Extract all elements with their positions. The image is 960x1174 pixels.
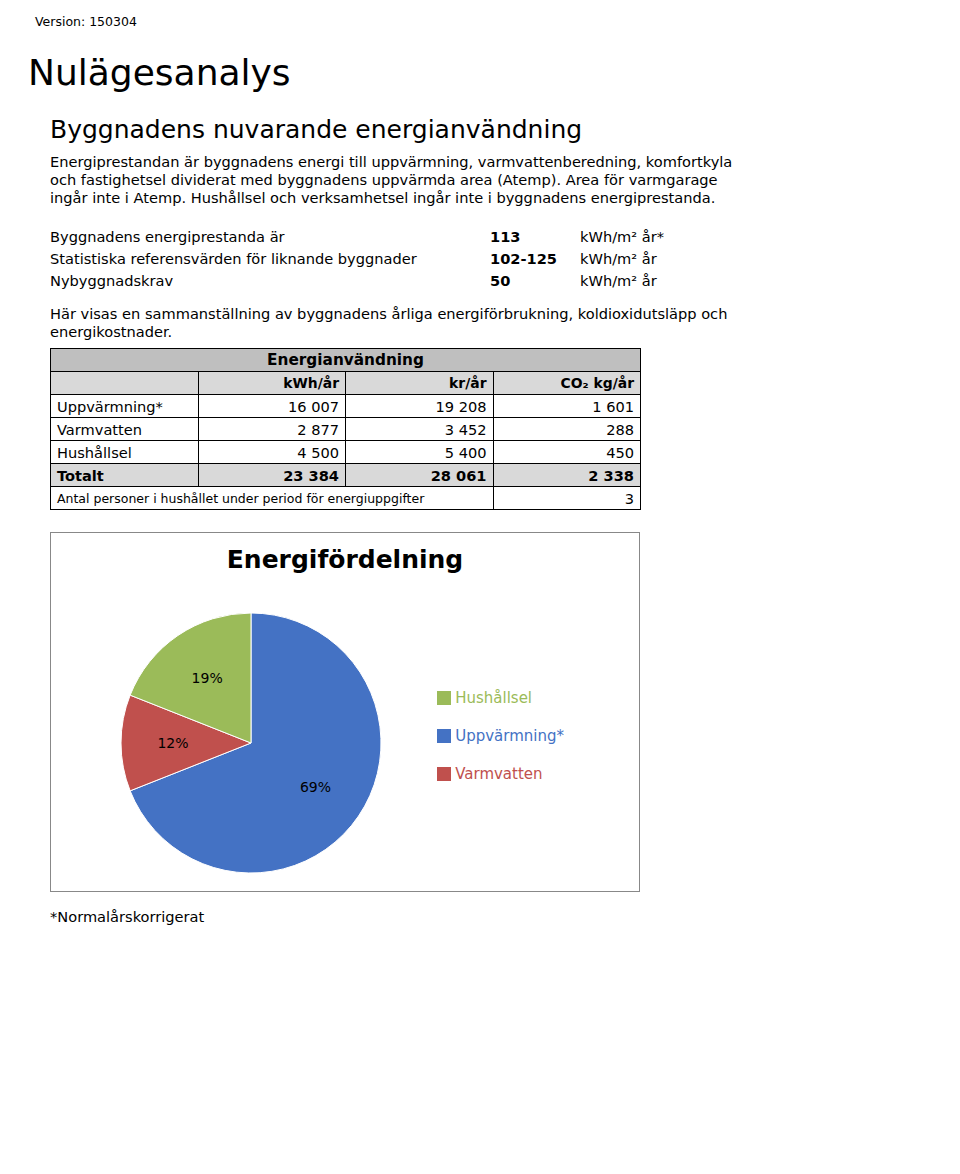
html-text:450: 450: [606, 443, 634, 461]
svg-text:19%: 19%: [192, 670, 223, 686]
html-text:23 384: 23 384: [283, 466, 339, 484]
html-text:Byggnadens nuvarande energianv: Byggnadens nuvarande energianvändning: [50, 115, 583, 144]
html-text:Varmvatten: Varmvatten: [57, 420, 142, 438]
html-text:1 601: 1 601: [592, 397, 634, 415]
html-text:4 500: 4 500: [297, 443, 339, 461]
html-text:19 208: 19 208: [435, 397, 487, 415]
html-text:Antal personer i hushållet und: Antal personer i hushållet under period …: [57, 490, 425, 506]
html-text:kWh/m² år*: kWh/m² år*: [580, 228, 664, 245]
html-text:ingår inte i Atemp. Hushållsel: ingår inte i Atemp. Hushållsel och verks…: [50, 189, 716, 206]
html-text:Uppvärmning*: Uppvärmning*: [57, 397, 163, 415]
html-text:Version: 150304: Version: 150304: [35, 14, 137, 29]
html-text:kWh/år: kWh/år: [283, 375, 339, 391]
html-text:288: 288: [606, 420, 634, 438]
svg-text:69%: 69%: [300, 779, 331, 795]
html-text:energikostnader.: energikostnader.: [50, 323, 173, 340]
html-text:5 400: 5 400: [444, 443, 487, 461]
html-text:28 061: 28 061: [430, 466, 487, 484]
html-text:Energiprestandan är byggnadens: Energiprestandan är byggnadens energi ti…: [50, 153, 733, 170]
html-text:113: 113: [490, 228, 521, 245]
html-text:*Normalårskorrigerat: *Normalårskorrigerat: [50, 908, 205, 925]
html-text:kWh/m² år: kWh/m² år: [580, 250, 657, 267]
html-text:2 338: 2 338: [588, 466, 634, 484]
html-text:102-125: 102-125: [490, 250, 557, 267]
html-text:Energianvändning: Energianvändning: [267, 351, 424, 369]
html-text:Byggnadens energiprestanda är: Byggnadens energiprestanda är: [50, 228, 285, 245]
html-text:Nybyggnadskrav: Nybyggnadskrav: [50, 272, 174, 289]
html-text:16 007: 16 007: [287, 397, 339, 415]
html-text:2 877: 2 877: [297, 420, 339, 438]
html-text:CO₂ kg/år: CO₂ kg/år: [560, 375, 634, 391]
html-text:kr/år: kr/år: [449, 375, 487, 391]
html-text:Totalt: Totalt: [57, 466, 104, 484]
svg-text:12%: 12%: [157, 735, 188, 751]
html-text:Nulägesanalys: Nulägesanalys: [28, 52, 291, 93]
html-text:kWh/m² år: kWh/m² år: [580, 272, 657, 289]
html-text:3: 3: [624, 489, 634, 507]
html-text:Hushållsel: Hushållsel: [455, 688, 532, 707]
html-text:Uppvärmning*: Uppvärmning*: [455, 726, 564, 745]
html-text:3 452: 3 452: [444, 420, 487, 438]
html-text:Statistiska referensvärden för: Statistiska referensvärden för liknande …: [50, 250, 417, 267]
html-text:Här visas en sammanställning a: Här visas en sammanställning av byggnade…: [50, 305, 728, 322]
html-text:50: 50: [490, 272, 511, 289]
html-text:Varmvatten: Varmvatten: [455, 764, 543, 783]
html-text:Hushållsel: Hushållsel: [57, 443, 132, 461]
html-text:och fastighetsel dividerat med: och fastighetsel dividerat med byggnaden…: [50, 171, 718, 188]
html-text:Energifördelning: Energifördelning: [226, 545, 464, 574]
